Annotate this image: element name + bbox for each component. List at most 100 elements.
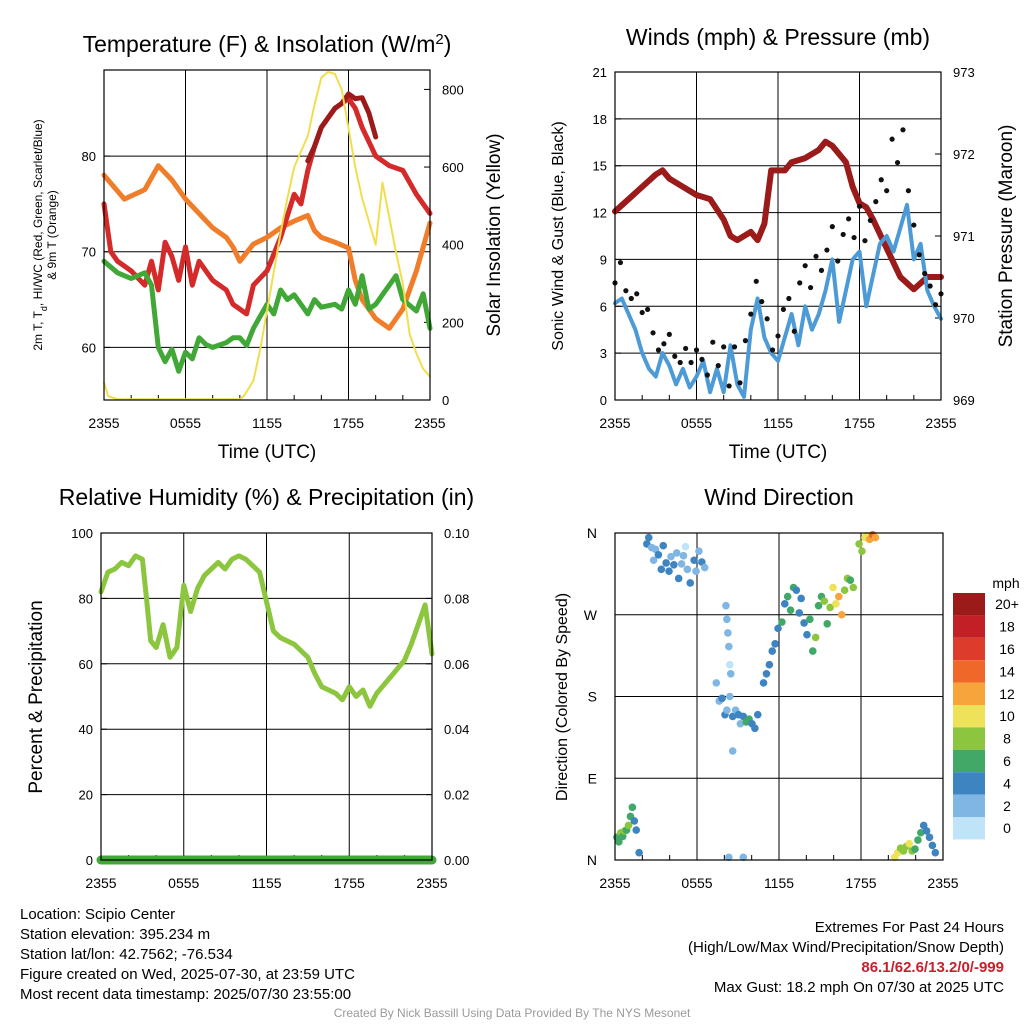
gust-point xyxy=(791,328,797,334)
gust-point xyxy=(769,347,776,353)
direction-point xyxy=(917,828,925,837)
extremes-title: Extremes For Past 24 Hours xyxy=(814,919,1004,936)
y-tick-label: 3 xyxy=(600,346,607,361)
y2-tick-label: 0.02 xyxy=(444,788,469,803)
y-tick-label: N xyxy=(587,525,597,541)
direction-point xyxy=(712,679,721,687)
colorbar-label: 10 xyxy=(999,708,1015,724)
colorbar-swatch xyxy=(953,749,985,773)
direction-point xyxy=(832,600,840,608)
direction-point xyxy=(692,567,700,575)
y2-tick-label: 0.10 xyxy=(444,526,469,541)
gust-point xyxy=(704,372,710,378)
gust-point xyxy=(846,216,852,222)
colorbar-label: 2 xyxy=(1003,798,1011,814)
direction-point xyxy=(739,853,748,862)
colorbar-label: 18 xyxy=(999,619,1015,635)
direction-point xyxy=(724,629,732,637)
y-tick-label: 21 xyxy=(593,65,607,80)
colorbar-label: 20+ xyxy=(995,596,1019,612)
gust-point xyxy=(884,188,890,194)
y2-tick-label: 600 xyxy=(442,160,464,175)
y2-tick-label: 800 xyxy=(442,82,464,97)
gust-point xyxy=(737,380,743,386)
direction-point xyxy=(674,574,683,583)
direction-point xyxy=(759,679,768,687)
direction-point xyxy=(786,606,795,615)
y2-axis-label: Solar Insolation (Yellow) xyxy=(484,133,505,336)
direction-point xyxy=(725,853,733,862)
plot-frame xyxy=(614,71,942,401)
direction-point xyxy=(723,706,731,714)
x-tick-label: 2355 xyxy=(416,875,447,891)
gust-point xyxy=(628,295,634,302)
gust-point xyxy=(797,280,803,286)
colorbar-label: 6 xyxy=(1003,753,1011,769)
direction-point xyxy=(722,601,730,610)
y2-tick-label: 0.04 xyxy=(444,722,469,737)
y-tick-label: 12 xyxy=(593,206,607,221)
gust-point xyxy=(666,331,672,337)
gust-point xyxy=(748,311,754,317)
y-tick-label: W xyxy=(584,607,598,623)
y-tick-label: 6 xyxy=(600,299,607,314)
direction-point xyxy=(751,724,759,733)
direction-point xyxy=(700,563,709,572)
direction-point xyxy=(849,583,858,592)
gust-point xyxy=(900,127,906,133)
chart-title: Winds (mph) & Pressure (mb) xyxy=(626,24,930,50)
y-tick-label: 0 xyxy=(600,393,607,408)
colorbar-swatch xyxy=(953,817,985,840)
direction-point xyxy=(803,630,811,639)
x-tick-label: 2355 xyxy=(599,875,630,891)
direction-point xyxy=(855,540,863,548)
y2-tick-label: 969 xyxy=(953,393,975,408)
extremes-values: 86.1/62.6/13.2/0/-999 xyxy=(861,959,1004,976)
gust-point xyxy=(932,302,939,308)
direction-point xyxy=(681,542,690,551)
direction-point xyxy=(624,821,633,830)
gust-point xyxy=(764,316,770,322)
gust-point xyxy=(742,338,749,344)
gust-point xyxy=(645,306,651,313)
direction-point xyxy=(686,579,695,587)
colorbar-swatch xyxy=(953,727,985,750)
gust-point xyxy=(677,359,683,366)
y-tick-label: 80 xyxy=(82,149,96,164)
station-elevation: Station elevation: 395.234 m xyxy=(20,926,211,943)
direction-point xyxy=(914,836,922,844)
direction-point xyxy=(762,669,771,678)
x-axis-label: Time (UTC) xyxy=(729,442,828,463)
gust-point xyxy=(916,252,922,258)
y2-axis-label: Station Pressure (Maroon) xyxy=(996,125,1017,348)
direction-point xyxy=(635,848,643,857)
gust-point xyxy=(824,247,830,253)
x-tick-label: 0555 xyxy=(168,875,199,891)
direction-point xyxy=(768,647,777,655)
direction-point xyxy=(871,533,880,542)
series-line xyxy=(98,553,435,709)
direction-point xyxy=(774,624,782,633)
colorbar: mph 20+ 18 16 14 12 10 8 6 4 2 0 xyxy=(953,575,1020,840)
colorbar-label: 12 xyxy=(999,686,1015,702)
gust-point xyxy=(759,299,765,305)
colorbar-label: 4 xyxy=(1003,775,1011,791)
gust-point xyxy=(840,231,846,238)
max-gust: Max Gust: 18.2 mph On 07/30 at 2025 UTC xyxy=(713,979,1004,996)
gust-point xyxy=(786,295,792,302)
colorbar-swatch xyxy=(953,637,985,661)
y-tick-label: 80 xyxy=(79,591,93,606)
direction-point xyxy=(797,594,805,603)
gust-point xyxy=(813,253,819,259)
gust-point xyxy=(862,238,868,244)
y-tick-label: E xyxy=(588,770,597,786)
direction-point xyxy=(659,541,668,550)
direction-point xyxy=(726,669,735,678)
x-tick-label: 2355 xyxy=(414,415,445,431)
direction-point xyxy=(780,600,789,608)
x-tick-label: 2355 xyxy=(599,415,630,431)
direction-point xyxy=(677,560,686,568)
station-latlon: Station lat/lon: 42.7562; -76.534 xyxy=(20,946,233,963)
gust-point xyxy=(683,345,689,352)
x-tick-label: 1755 xyxy=(334,875,365,891)
